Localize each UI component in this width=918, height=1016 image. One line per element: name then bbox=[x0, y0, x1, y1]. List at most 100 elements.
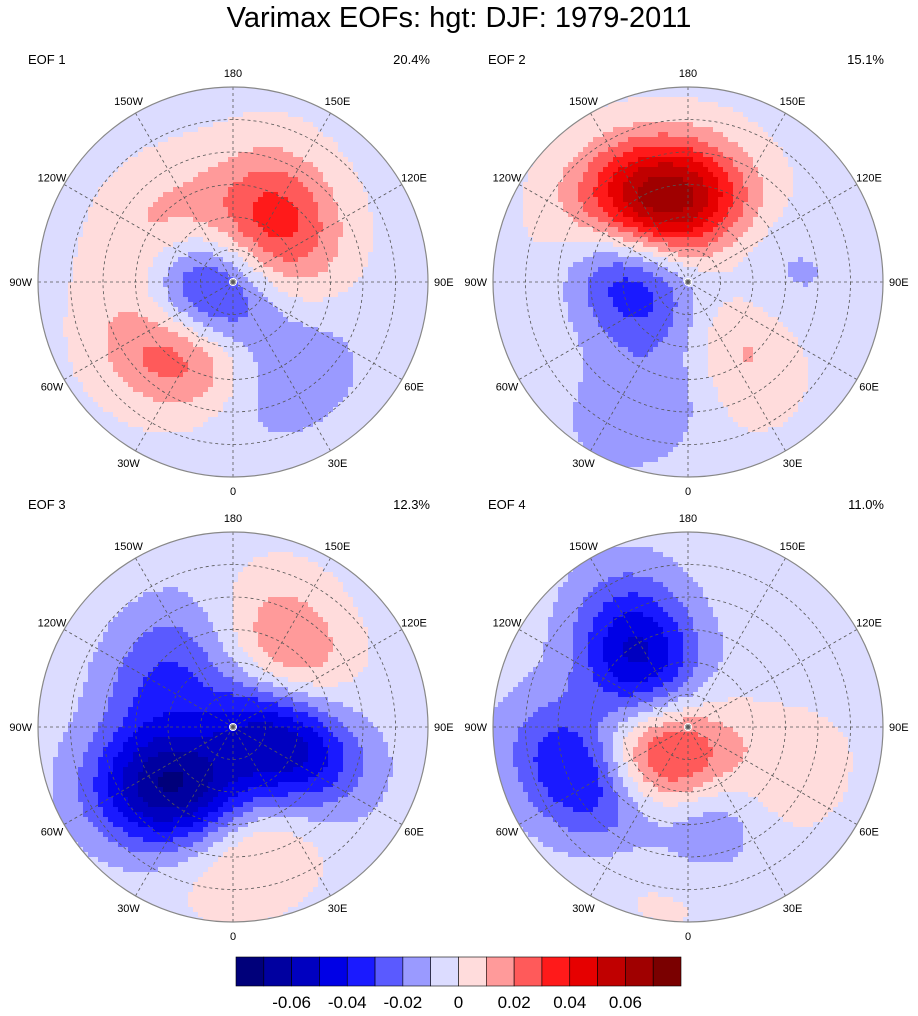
field-cell bbox=[328, 187, 334, 193]
field-cell bbox=[178, 162, 184, 168]
field-cell bbox=[218, 317, 224, 323]
field-cell bbox=[303, 362, 309, 368]
field-cell bbox=[248, 247, 254, 253]
field-cell bbox=[408, 347, 414, 353]
field-cell bbox=[363, 237, 369, 243]
meridian bbox=[232, 112, 331, 283]
field-cell bbox=[328, 432, 334, 438]
field-cell bbox=[248, 362, 254, 368]
field-cell bbox=[248, 127, 254, 133]
field-cell bbox=[258, 322, 264, 328]
field-cell bbox=[148, 232, 154, 238]
field-cell bbox=[178, 192, 184, 198]
field-cell bbox=[213, 307, 219, 313]
field-cell bbox=[138, 217, 144, 223]
panel-title: EOF 1 bbox=[28, 52, 66, 67]
field-cell bbox=[88, 252, 94, 258]
field-cell bbox=[233, 252, 239, 258]
field-cell bbox=[178, 407, 184, 413]
field-cell bbox=[258, 302, 264, 308]
field-cell bbox=[308, 197, 314, 203]
field-cell bbox=[298, 212, 304, 218]
field-cell bbox=[58, 257, 64, 263]
field-cell bbox=[358, 327, 364, 333]
field-cell bbox=[253, 427, 259, 433]
field-cell bbox=[168, 192, 174, 198]
field-cell bbox=[293, 447, 299, 453]
field-cell bbox=[58, 297, 64, 303]
field-cell bbox=[213, 317, 219, 323]
field-cell bbox=[298, 202, 304, 208]
field-cell bbox=[393, 182, 399, 188]
field-cell bbox=[328, 267, 334, 273]
field-cell bbox=[283, 237, 289, 243]
field-cell bbox=[238, 332, 244, 338]
field-cell bbox=[88, 227, 94, 233]
field-cell bbox=[318, 212, 324, 218]
field-cell bbox=[148, 202, 154, 208]
field-cell bbox=[383, 272, 389, 278]
field-cell bbox=[303, 262, 309, 268]
field-cell bbox=[193, 232, 199, 238]
field-cell bbox=[98, 232, 104, 238]
field-cell bbox=[233, 202, 239, 208]
field-cell bbox=[258, 137, 264, 143]
field-cell bbox=[113, 277, 119, 283]
field-cell bbox=[108, 207, 114, 213]
field-cell bbox=[88, 327, 94, 333]
field-cell bbox=[268, 132, 274, 138]
field-cell bbox=[263, 237, 269, 243]
field-cell bbox=[188, 192, 194, 198]
field-cell bbox=[413, 257, 419, 263]
field-cell bbox=[333, 237, 339, 243]
field-cell bbox=[213, 122, 219, 128]
field-cell bbox=[288, 387, 294, 393]
field-cell bbox=[323, 312, 329, 318]
field-cell bbox=[308, 157, 314, 163]
field-cell bbox=[258, 452, 264, 458]
field-cell bbox=[268, 117, 274, 123]
field-cell bbox=[243, 222, 249, 228]
field-cell bbox=[358, 227, 364, 233]
field-cell bbox=[368, 237, 374, 243]
field-cell bbox=[38, 332, 44, 338]
field-cell bbox=[278, 352, 284, 358]
field-cell bbox=[68, 197, 74, 203]
field-cell bbox=[153, 412, 159, 418]
field-cell bbox=[93, 352, 99, 358]
field-cell bbox=[153, 292, 159, 298]
field-cell bbox=[363, 287, 369, 293]
field-cell bbox=[248, 337, 254, 343]
field-cell bbox=[388, 242, 394, 248]
field-cell bbox=[413, 232, 419, 238]
field-cell bbox=[93, 197, 99, 203]
field-cell bbox=[38, 262, 44, 268]
field-cell bbox=[248, 122, 254, 128]
field-cell bbox=[163, 232, 169, 238]
field-cell bbox=[73, 272, 79, 278]
field-cell bbox=[163, 292, 169, 298]
field-cell bbox=[293, 152, 299, 158]
field-cell bbox=[228, 337, 234, 343]
field-cell bbox=[73, 347, 79, 353]
field-cell bbox=[78, 262, 84, 268]
field-cell bbox=[113, 352, 119, 358]
field-cell bbox=[368, 277, 374, 283]
field-cell bbox=[303, 267, 309, 273]
field-cell bbox=[268, 137, 274, 143]
field-cell bbox=[108, 227, 114, 233]
field-cell bbox=[408, 307, 414, 313]
field-cell bbox=[348, 272, 354, 278]
field-cell bbox=[288, 347, 294, 353]
field-cell bbox=[258, 122, 264, 128]
field-cell bbox=[43, 317, 49, 323]
field-cell bbox=[388, 372, 394, 378]
field-cell bbox=[353, 252, 359, 258]
field-cell bbox=[253, 147, 259, 153]
field-cell bbox=[243, 342, 249, 348]
field-cell bbox=[73, 362, 79, 368]
field-cell bbox=[323, 327, 329, 333]
field-cell bbox=[168, 312, 174, 318]
field-cell bbox=[388, 197, 394, 203]
field-cell bbox=[348, 347, 354, 353]
